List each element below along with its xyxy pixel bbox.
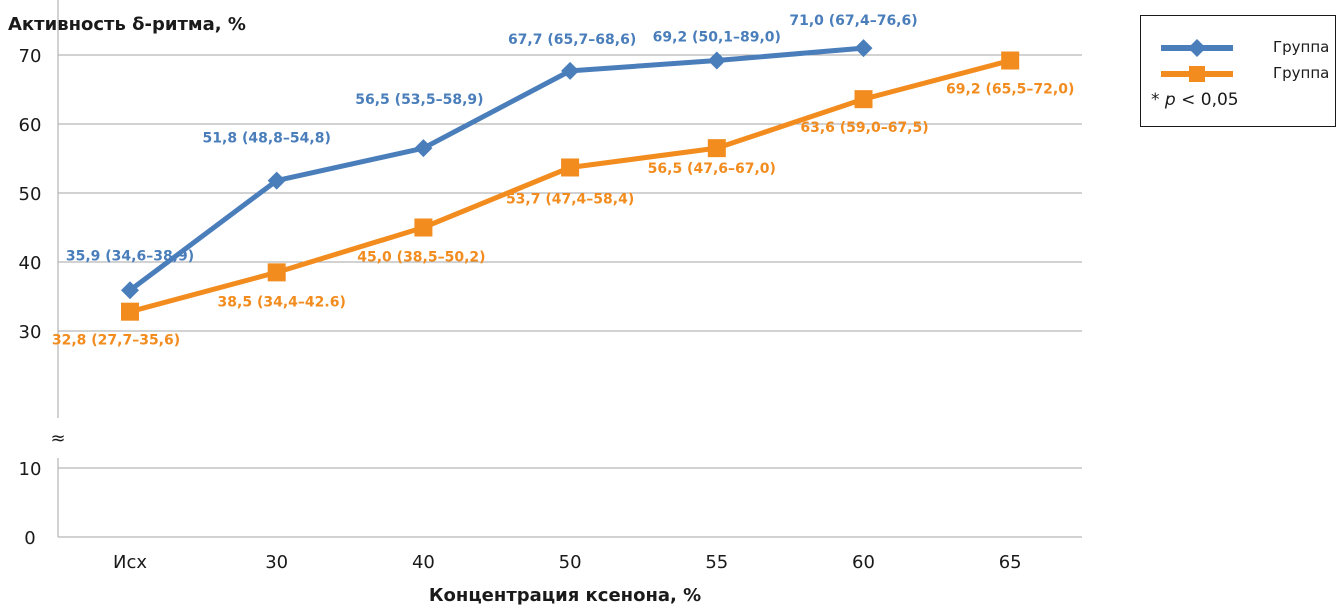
data-label-group2: 38,5 (34,4–42.6) — [218, 294, 346, 310]
x-tick-label: 65 — [999, 552, 1022, 573]
legend: Группа 1 Группа 2 * p < 0,05 — [1140, 15, 1336, 127]
y-tick-label: 60 — [19, 115, 42, 136]
legend-item-group1: Группа 1 — [1161, 36, 1336, 60]
data-point-group1 — [414, 139, 433, 158]
y-tick-label: 70 — [19, 46, 42, 67]
data-label-group2: 56,5 (47,6–67,0) — [648, 161, 776, 177]
x-tick-label: 60 — [852, 552, 875, 573]
legend-label-group2: Группа 2 — [1273, 64, 1336, 82]
data-label-group1: 67,7 (65,7–68,6) — [508, 32, 636, 48]
y-tick-label: 50 — [19, 184, 42, 205]
y-tick-label: 40 — [19, 253, 42, 274]
data-label-group1: 51,8 (48,8–54,8) — [203, 131, 331, 147]
series-line-2 — [129, 58, 1011, 315]
x-tick-label: 55 — [705, 552, 728, 573]
data-label-group2: 69,2 (65,5–72,0) — [946, 82, 1074, 98]
y-tick-label: 10 — [19, 459, 42, 480]
y-tick-label: 30 — [19, 322, 42, 343]
data-point-group2 — [854, 90, 873, 109]
data-label-group2: 63,6 (59,0–67,5) — [800, 120, 928, 136]
legend-footnote: * p < 0,05 — [1151, 90, 1239, 110]
data-point-group2 — [707, 139, 726, 158]
y-axis-title: Активность δ-ритма, % — [8, 14, 246, 35]
data-label-group1: 71,0 (67,4–76,6) — [789, 13, 917, 29]
x-tick-label: Исх — [113, 552, 147, 573]
data-point-group2 — [1001, 51, 1020, 70]
data-label-group1: 69,2 (50,1–89,0) — [653, 30, 781, 46]
data-point-group1 — [707, 51, 726, 70]
data-label-group1: 35,9 (34,6–38,9) — [66, 248, 194, 264]
data-label-group2: 53,7 (47,4–58,4) — [506, 191, 634, 207]
legend-label-group1: Группа 1 — [1273, 38, 1336, 56]
x-tick-label: 30 — [265, 552, 288, 573]
data-point-group2 — [267, 263, 286, 282]
data-label-group2: 45,0 (38,5–50,2) — [357, 250, 485, 266]
data-point-group1 — [267, 171, 286, 190]
data-point-group1 — [854, 39, 873, 58]
y-tick-label: 0 — [24, 528, 35, 549]
data-point-group1 — [121, 281, 139, 300]
plot-area: ≈010304050607080Исх30405055606535,9 (34,… — [19, 0, 1082, 573]
data-label-group2: 32,8 (27,7–35,6) — [52, 333, 180, 349]
series-line-1 — [128, 45, 864, 293]
data-point-group2 — [121, 302, 139, 321]
data-point-group2 — [561, 158, 580, 177]
legend-marker-group2 — [1161, 66, 1233, 82]
data-point-group2 — [414, 218, 433, 237]
legend-item-group2: Группа 2 — [1161, 62, 1336, 86]
x-tick-label: 50 — [559, 552, 582, 573]
data-label-group1: 56,5 (53,5–58,9) — [355, 92, 483, 108]
axis-break-symbol: ≈ — [50, 428, 65, 449]
legend-marker-group1 — [1161, 39, 1233, 57]
x-axis-title: Концентрация ксенона, % — [428, 585, 702, 606]
axis-break-gap — [55, 418, 61, 458]
x-tick-label: 40 — [412, 552, 435, 573]
data-point-group1 — [561, 61, 580, 80]
